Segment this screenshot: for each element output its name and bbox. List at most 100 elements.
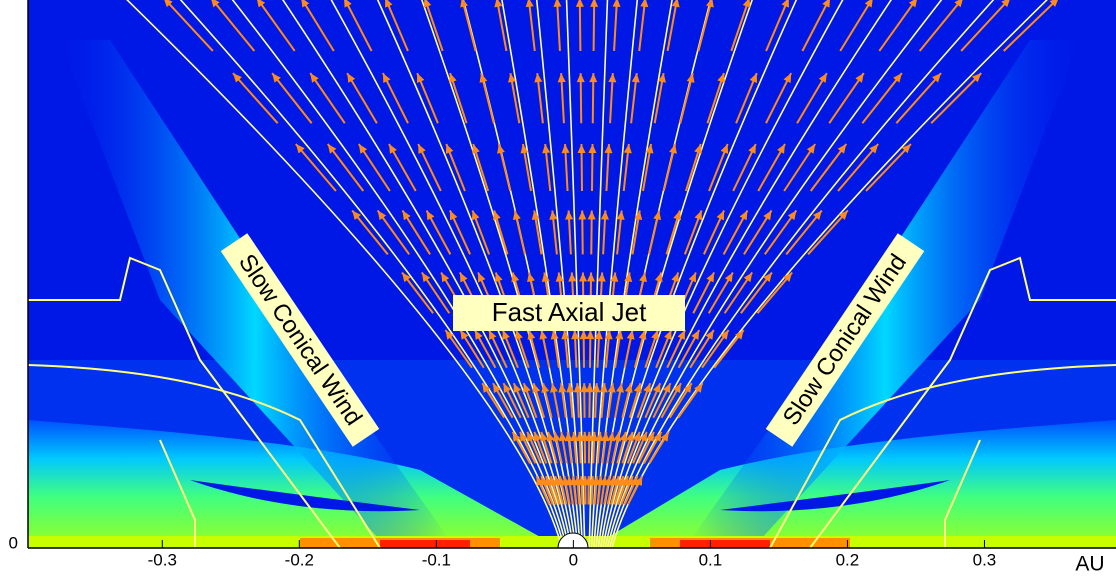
arrow-head <box>416 73 425 83</box>
velocity-arrow <box>895 72 942 124</box>
arrow-head <box>822 0 830 8</box>
arrow-head <box>616 383 624 393</box>
arrow-head <box>624 272 633 282</box>
arrow-head <box>748 144 756 154</box>
arrow-head <box>520 431 528 442</box>
velocity-arrow <box>828 72 865 124</box>
arrow-head <box>599 383 608 393</box>
x-tick-label: 0.1 <box>699 550 723 569</box>
arrow-head <box>592 383 601 393</box>
velocity-arrow <box>837 143 879 192</box>
arrow-head <box>643 383 651 394</box>
arrow-head <box>301 0 310 8</box>
arrow-head <box>869 144 879 154</box>
streamline <box>126 0 563 548</box>
velocity-arrow <box>424 0 444 52</box>
velocity-arrow <box>211 0 256 52</box>
arrow-head <box>494 0 503 8</box>
contour-field <box>28 0 1116 548</box>
arrow-head <box>310 73 319 83</box>
velocity-arrow <box>807 209 849 256</box>
x-axis-label: AU <box>1075 553 1104 576</box>
arrow-head <box>653 431 662 442</box>
velocity-arrow <box>765 0 789 52</box>
arrow-head <box>590 431 599 442</box>
arrow-head <box>402 272 411 283</box>
arrow-head <box>634 210 643 220</box>
arrow-head <box>742 0 751 8</box>
arrow-head <box>813 210 822 220</box>
arrow-head <box>632 431 641 442</box>
arrow-head <box>565 210 574 220</box>
arrow-head <box>683 383 692 393</box>
x-tick-label: 0 <box>569 550 578 569</box>
arrow-head <box>954 0 963 8</box>
arrow-head <box>717 73 725 83</box>
arrow-head <box>542 144 551 154</box>
velocity-arrow <box>232 72 279 124</box>
arrow-head <box>445 330 454 340</box>
arrow-head <box>541 383 550 393</box>
arrow-head <box>578 210 587 220</box>
arrow-head <box>540 431 548 442</box>
arrow-head <box>389 144 397 154</box>
arrow-head <box>525 0 534 8</box>
velocity-arrow <box>839 0 873 52</box>
arrow-head <box>749 73 758 83</box>
velocity-arrow <box>785 209 823 255</box>
arrow-head <box>631 73 640 83</box>
arrow-head <box>587 210 596 220</box>
x-tick-label: -0.2 <box>285 550 314 569</box>
arrow-head <box>449 210 458 221</box>
arrow-head <box>352 210 361 220</box>
x-tick-label: 0.3 <box>973 550 997 569</box>
arrow-head <box>402 210 411 221</box>
arrow-head <box>531 210 540 220</box>
arrow-head <box>460 0 468 8</box>
annotation-text: Fast Axial Jet <box>492 297 647 327</box>
arrow-head <box>855 73 864 83</box>
arrow-head <box>533 431 542 442</box>
arrow-head <box>474 330 483 340</box>
arrow-head <box>586 330 595 340</box>
arrow-head <box>724 272 733 283</box>
velocity-arrow <box>301 0 335 52</box>
arrow-head <box>837 144 847 154</box>
arrow-head <box>694 144 702 154</box>
arrow-head <box>527 330 536 340</box>
arrow-head <box>580 383 589 393</box>
arrow-head <box>564 431 573 442</box>
arrow-head <box>720 330 729 340</box>
arrow-head <box>575 0 584 7</box>
arrow-head <box>660 431 669 442</box>
arrow-head <box>783 272 793 282</box>
arrow-head <box>502 330 510 340</box>
velocity-arrow <box>351 209 389 255</box>
arrow-head <box>541 272 550 282</box>
arrow-head <box>558 431 567 442</box>
arrow-head <box>608 73 617 83</box>
arrow-head <box>445 144 454 154</box>
arrow-head <box>478 272 486 283</box>
arrow-head <box>571 330 580 340</box>
arrow-head <box>604 144 613 154</box>
arrow-head <box>523 383 531 394</box>
arrow-head <box>421 272 431 283</box>
arrow-head <box>694 210 703 221</box>
arrow-head <box>838 210 848 220</box>
x-tick-label: -0.3 <box>148 550 177 569</box>
arrow-head <box>460 330 469 340</box>
arrow-head <box>634 476 643 486</box>
ticks: -0.3 -0.2 -0.1 0 0.1 0.2 0.3 0 <box>9 533 997 569</box>
arrow-head <box>763 210 772 221</box>
y-tick-label: 0 <box>9 533 18 552</box>
arrow-head <box>534 73 543 83</box>
arrow-head <box>549 210 558 220</box>
arrow-head <box>640 0 649 8</box>
arrow-head <box>673 210 682 221</box>
arrow-head <box>472 144 480 154</box>
arrow-head <box>607 431 616 442</box>
velocity-arrow <box>376 209 410 255</box>
arrow-head <box>763 272 772 283</box>
